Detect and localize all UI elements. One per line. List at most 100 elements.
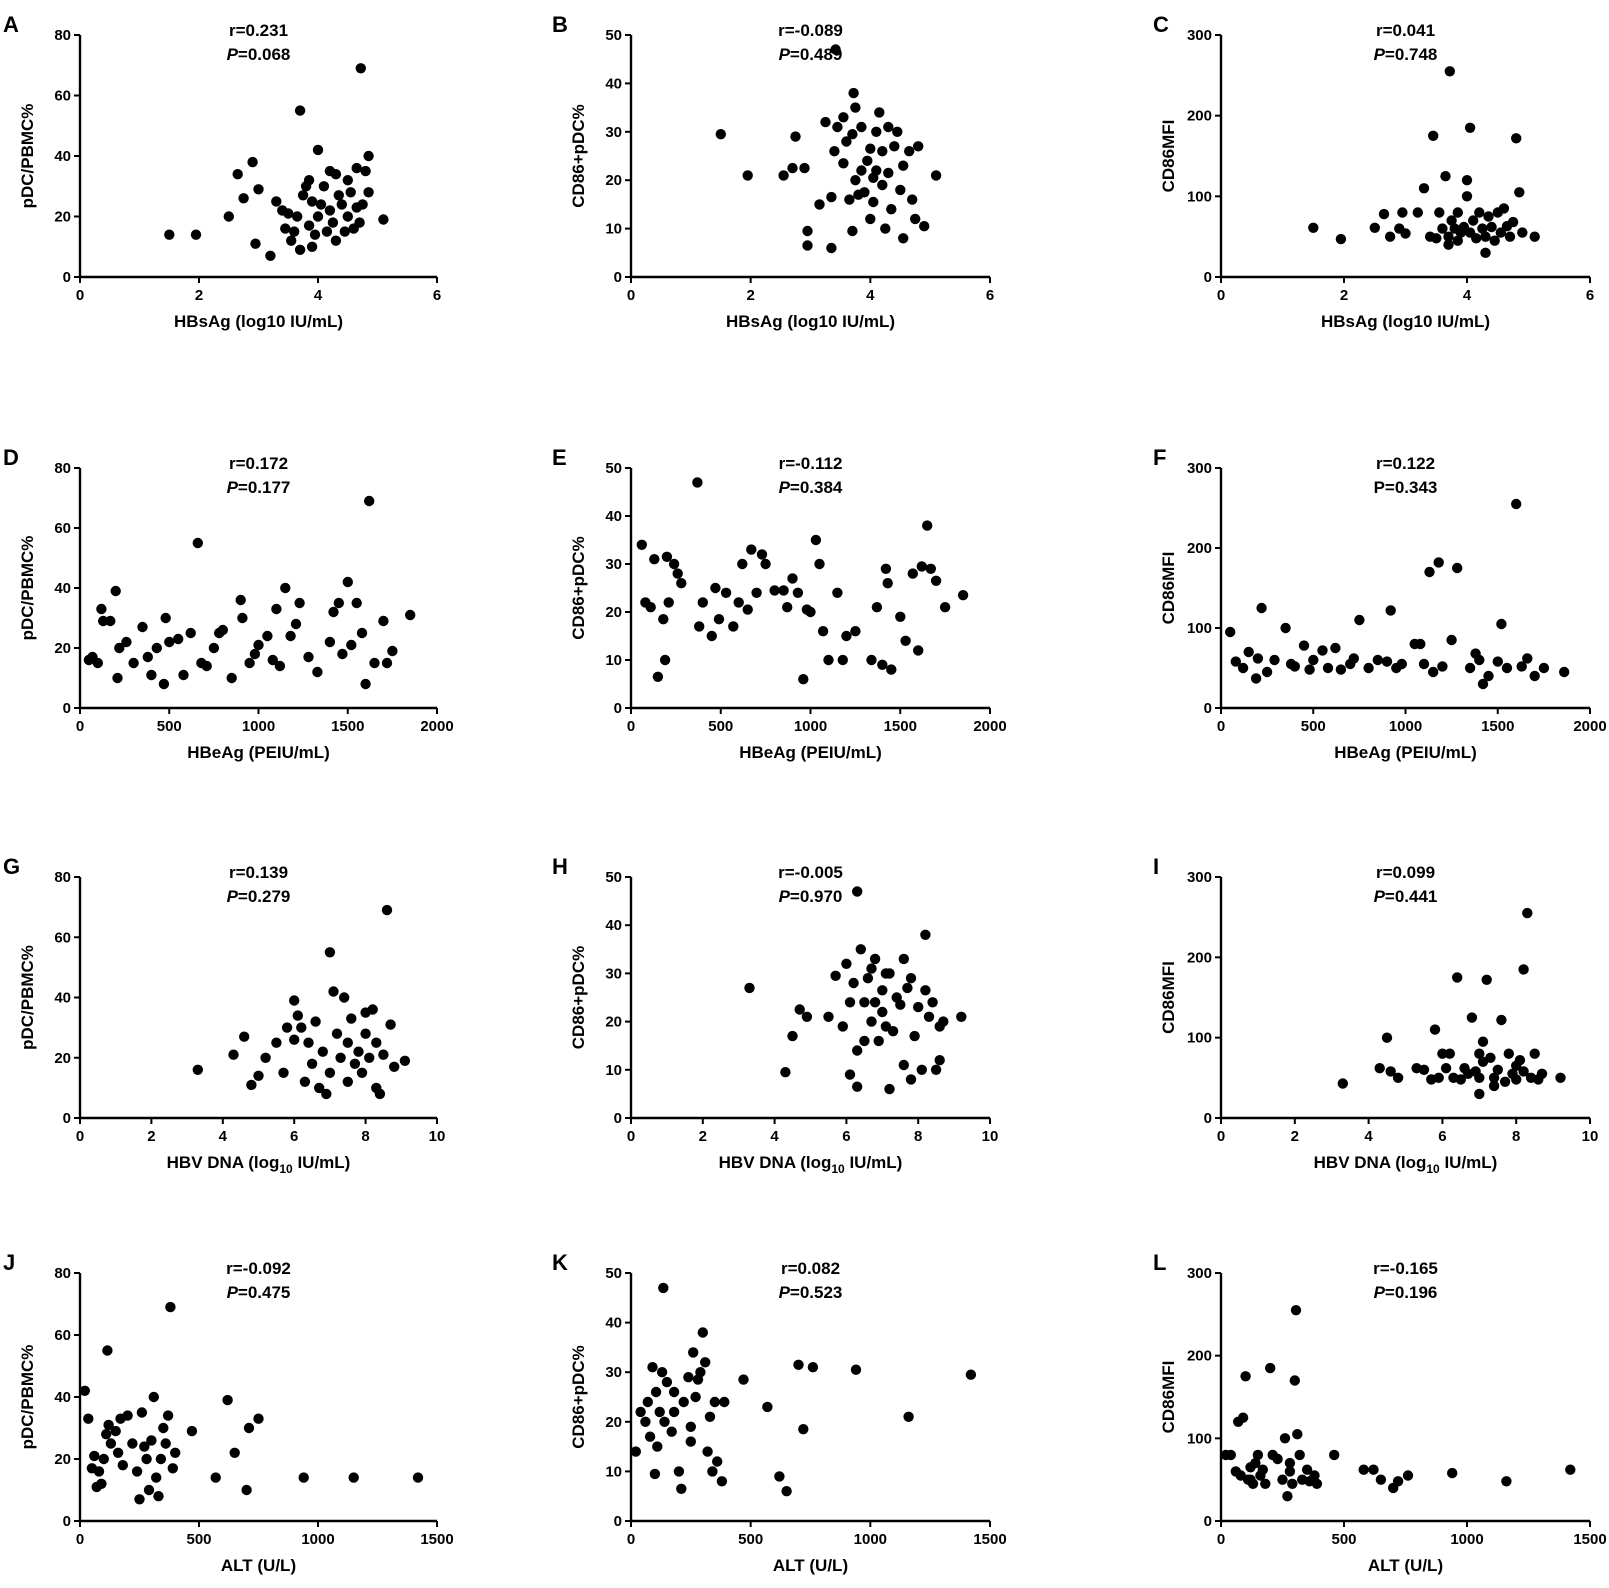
- data-point: [328, 606, 339, 618]
- data-point: [1444, 1048, 1456, 1059]
- data-point: [317, 1046, 328, 1057]
- y-axis-label: CD86MFI: [1159, 552, 1178, 625]
- data-point: [865, 143, 876, 154]
- data-point: [871, 126, 882, 137]
- data-point: [852, 886, 863, 897]
- data-point: [1486, 221, 1497, 233]
- data-point: [1375, 1474, 1387, 1485]
- data-point: [333, 190, 344, 201]
- data-point: [1443, 239, 1454, 250]
- x-tick-label: 8: [1512, 1128, 1520, 1145]
- data-point: [1277, 1474, 1288, 1485]
- data-point: [312, 211, 324, 222]
- data-point: [371, 1037, 382, 1048]
- data-point: [790, 131, 801, 142]
- data-point: [278, 1067, 289, 1079]
- data-point: [709, 1396, 720, 1408]
- data-point: [930, 575, 942, 586]
- data-point: [1559, 666, 1570, 678]
- data-point: [1474, 654, 1485, 666]
- x-tick-label: 4: [770, 1128, 779, 1145]
- data-point: [1369, 222, 1381, 233]
- data-point: [356, 1067, 368, 1079]
- data-point: [232, 169, 243, 180]
- data-point: [363, 150, 374, 162]
- data-point: [346, 639, 357, 651]
- y-axis-label: pDC/PBMC%: [18, 104, 37, 209]
- data-point: [807, 1362, 819, 1373]
- x-tick-label: 8: [361, 1128, 369, 1145]
- p-value: P=0.748: [1374, 45, 1438, 64]
- p-value: P=0.279: [227, 887, 291, 906]
- axes: [629, 468, 990, 710]
- y-tick-label: 40: [605, 1315, 622, 1332]
- data-point: [1452, 207, 1464, 218]
- data-point: [883, 167, 894, 179]
- r-value: r=-0.112: [779, 454, 843, 473]
- data-point: [294, 105, 306, 116]
- data-point: [1378, 208, 1390, 220]
- data-point: [847, 129, 858, 140]
- data-point: [142, 651, 153, 663]
- data-point: [303, 175, 315, 186]
- data-point: [312, 666, 323, 678]
- data-point: [226, 672, 237, 684]
- axes: [629, 877, 990, 1120]
- panel-letter: L: [1153, 1250, 1166, 1275]
- data-point: [306, 241, 318, 252]
- data-point: [866, 963, 877, 974]
- data-point: [1492, 1064, 1504, 1076]
- y-tick-label: 0: [63, 1513, 71, 1530]
- data-point: [640, 1416, 651, 1428]
- y-axis-label: CD86+pDC%: [569, 104, 588, 207]
- data-point: [738, 1374, 749, 1385]
- x-tick-label: 0: [627, 287, 635, 304]
- y-tick-label: 300: [1187, 869, 1212, 886]
- data-point: [817, 626, 829, 637]
- data-point: [1499, 1076, 1511, 1088]
- data-point: [1480, 247, 1491, 258]
- data-point: [112, 672, 123, 684]
- y-axis-label: CD86+pDC%: [569, 536, 588, 639]
- data-point: [630, 1446, 641, 1457]
- axes: [629, 35, 990, 279]
- data-point: [1243, 646, 1254, 658]
- data-point: [642, 1396, 653, 1408]
- data-point: [1440, 1063, 1452, 1074]
- data-point: [178, 669, 189, 681]
- data-point: [186, 1425, 198, 1437]
- data-point: [1374, 1063, 1385, 1074]
- data-point: [201, 660, 212, 672]
- data-point: [1256, 602, 1267, 614]
- data-point: [1337, 1078, 1349, 1089]
- panel-letter: I: [1153, 854, 1159, 879]
- data-point: [1522, 907, 1533, 919]
- data-point: [866, 1016, 877, 1027]
- x-tick-label: 500: [708, 718, 733, 735]
- data-point: [1511, 1074, 1522, 1085]
- data-point: [939, 602, 951, 613]
- data-point: [290, 618, 302, 630]
- data-point: [96, 603, 107, 615]
- data-point: [802, 225, 813, 237]
- y-tick-label: 20: [54, 1451, 71, 1468]
- panel-b: B 0 10 20 30 40 50 0 2 4 6 CD86+pDC% HBsAg (log10 IU…: [552, 12, 994, 331]
- data-point: [847, 225, 858, 237]
- data-point: [877, 146, 888, 157]
- data-point: [262, 630, 273, 642]
- data-point: [1329, 1449, 1340, 1461]
- data-point: [1335, 233, 1347, 245]
- data-point: [1368, 1464, 1379, 1475]
- data-point: [871, 602, 883, 613]
- data-point: [1392, 1476, 1404, 1487]
- data-point: [1230, 656, 1242, 667]
- data-point: [294, 244, 306, 255]
- data-point: [1495, 227, 1507, 238]
- y-axis-label: pDC/PBMC%: [18, 945, 37, 1050]
- data-point: [1265, 1362, 1276, 1374]
- x-axis-label: HBsAg (log10 IU/mL): [726, 312, 895, 331]
- data-point: [649, 554, 660, 565]
- data-point: [146, 1435, 157, 1446]
- data-point: [895, 999, 906, 1010]
